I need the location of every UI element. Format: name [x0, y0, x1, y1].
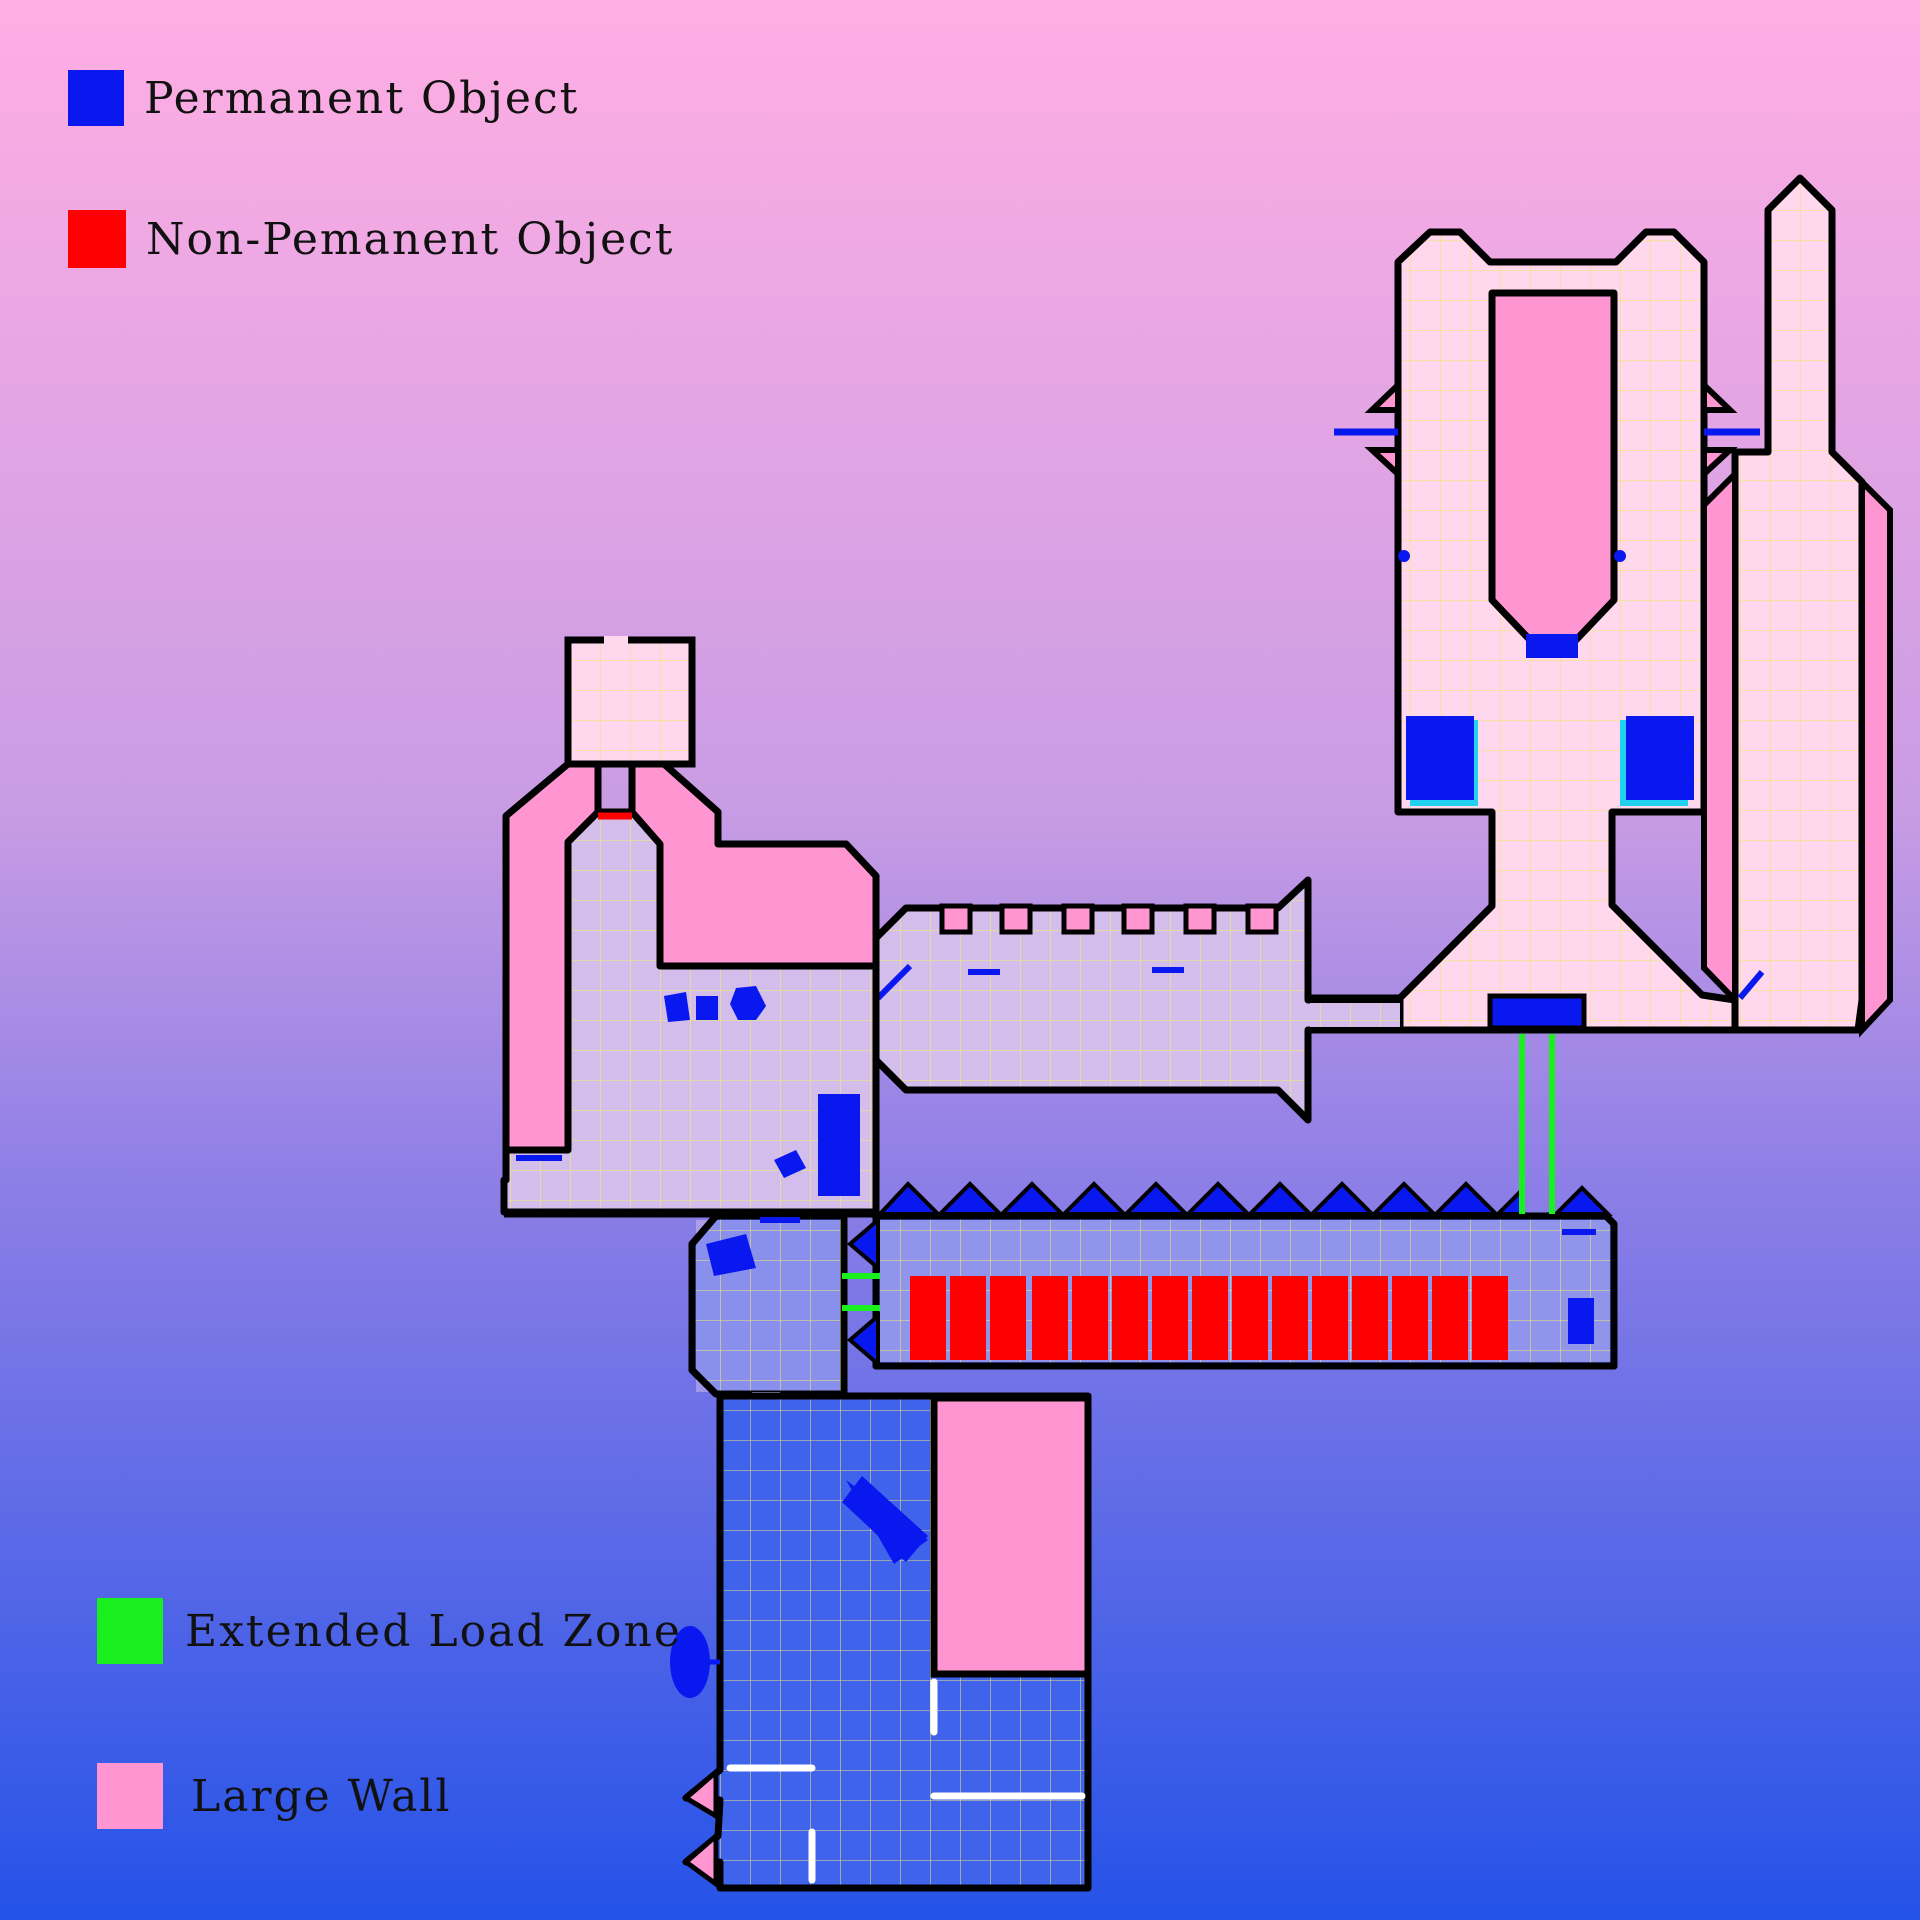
large-wall — [502, 760, 602, 1154]
red-square-swatch-icon — [68, 210, 126, 268]
legend-permanent-object: Permanent Object — [68, 70, 579, 126]
north-tower-room — [1306, 174, 1893, 1038]
white-doors — [726, 1678, 1086, 1884]
legend-label: Non-Pemanent Object — [146, 213, 675, 265]
east-corridor — [872, 876, 1404, 1124]
legend-label: Extended Load Zone — [185, 1605, 682, 1657]
legend-extended-load-zone: Extended Load Zone — [97, 1598, 682, 1664]
legend-non-permanent-object: Non-Pemanent Object — [68, 210, 674, 268]
legend-large-wall: Large Wall — [97, 1763, 451, 1829]
permanent-block — [818, 1094, 860, 1196]
permanent-block — [1406, 716, 1474, 800]
blue-square-swatch-icon — [68, 70, 124, 126]
non-permanent-blocks — [910, 1276, 1508, 1360]
large-wall — [930, 1394, 1092, 1678]
south-room — [670, 1392, 1092, 1892]
permanent-block — [1487, 993, 1587, 1031]
green-square-swatch-icon — [97, 1598, 163, 1664]
west-hall — [500, 636, 880, 1218]
large-wall-pillar — [1488, 289, 1618, 644]
antechamber — [688, 1212, 880, 1400]
pink-square-swatch-icon — [97, 1763, 163, 1829]
permanent-block — [1526, 634, 1578, 658]
large-wall — [628, 760, 880, 970]
legend-label: Large Wall — [191, 1770, 452, 1822]
storage-hall — [846, 1034, 1618, 1370]
legend-label: Permanent Object — [144, 72, 580, 124]
permanent-block — [1626, 716, 1694, 800]
